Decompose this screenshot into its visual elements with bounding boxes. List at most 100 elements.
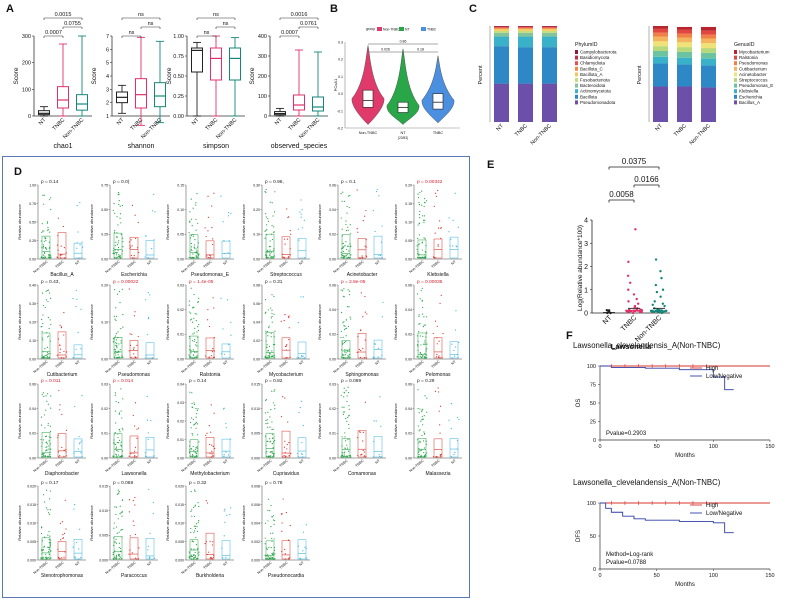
d-point (47, 229, 49, 231)
d-point (112, 553, 114, 556)
d-tick-label: 0.04 (329, 208, 336, 212)
d-point (116, 342, 118, 344)
d-tick-label: 0.10 (405, 220, 412, 224)
d-point (114, 506, 116, 508)
d-box (357, 333, 367, 359)
d-ylabel: Relative abundance (165, 304, 170, 340)
d-point (116, 293, 119, 295)
a-tick-label: 0 (264, 114, 267, 120)
d-point (213, 412, 215, 414)
d-point (349, 194, 351, 197)
c-legend-label: Chlamydiota (580, 61, 606, 66)
d-point (347, 256, 350, 258)
d-point (425, 354, 428, 356)
d-point (274, 558, 276, 560)
d-point (301, 441, 303, 444)
d-point (340, 456, 342, 458)
d-point (213, 356, 215, 358)
d-point (273, 343, 276, 346)
d-point (274, 330, 276, 332)
d-point (348, 405, 350, 407)
d-point (122, 398, 124, 400)
d-point (191, 515, 193, 517)
d-point (194, 313, 196, 315)
d-point (361, 255, 363, 257)
e-point (633, 305, 636, 309)
d-point (114, 335, 117, 337)
d-point (343, 288, 345, 290)
b-sig-label: 0.86 (400, 40, 407, 44)
d-point (133, 452, 135, 454)
d-point (118, 490, 120, 493)
d-point (145, 357, 147, 359)
d-point (119, 217, 121, 219)
d-point (205, 355, 207, 357)
d-point (421, 313, 424, 315)
d-point (196, 331, 198, 333)
d-point (448, 217, 450, 219)
a-box (57, 86, 69, 109)
d-point (284, 553, 286, 555)
d-point (423, 324, 425, 326)
e-point (634, 228, 637, 231)
c-xtick-label: TNBC (673, 123, 688, 138)
d-point (271, 225, 273, 227)
d-point (114, 392, 117, 394)
d-point (114, 249, 116, 251)
c-legend-swatch (734, 66, 737, 71)
d-point (286, 238, 289, 240)
d-point (65, 455, 68, 457)
d-point (59, 257, 62, 259)
f-tick-label: 25 (590, 420, 596, 426)
d-point (227, 454, 230, 456)
d-point (273, 248, 275, 250)
c-legend-label: Bacteroidota (580, 83, 606, 88)
d-xtick-label: TNBC (203, 359, 213, 369)
d-point (348, 348, 350, 351)
d-point (223, 455, 225, 457)
a-group-label: TNBC (52, 117, 67, 132)
d-tick-label: 0.04 (29, 407, 36, 411)
d-point (271, 309, 273, 311)
d-point (194, 556, 197, 558)
c-bar-segment (701, 43, 716, 49)
d-point (44, 255, 46, 257)
d-ylabel: Relative abundance (165, 403, 170, 439)
d-point (64, 499, 66, 501)
d-point (115, 422, 117, 424)
d-point (343, 406, 345, 408)
d-point (419, 352, 421, 354)
d-point (416, 335, 419, 337)
a-sig-label: 0.0007 (281, 30, 298, 36)
d-point (49, 246, 51, 248)
d-point (188, 452, 191, 454)
c-bar-segment (542, 36, 557, 48)
d-point (194, 356, 196, 358)
d-point (130, 254, 133, 257)
d-point (265, 252, 267, 254)
a-tick-label: 5 (106, 61, 109, 67)
d-point (342, 295, 344, 297)
d-point (45, 558, 47, 560)
d-point (119, 348, 121, 351)
e-point (653, 310, 656, 313)
d-point (268, 246, 271, 248)
d-point (417, 355, 419, 358)
e-point (625, 310, 629, 313)
d-point (437, 244, 439, 246)
d-point (81, 241, 83, 243)
d-point (207, 195, 209, 197)
d-point (113, 203, 115, 205)
d-point (228, 343, 230, 345)
d-tick-label: 0.000 (175, 558, 184, 562)
d-point (417, 196, 420, 199)
d-point (47, 226, 49, 229)
d-box (145, 240, 155, 259)
d-point (188, 256, 190, 259)
d-box (417, 438, 427, 458)
d-point (72, 357, 75, 359)
d-point (119, 513, 121, 515)
b-ylabel: PCoA1 (333, 78, 338, 91)
d-point (340, 336, 342, 339)
d-point (114, 251, 116, 254)
